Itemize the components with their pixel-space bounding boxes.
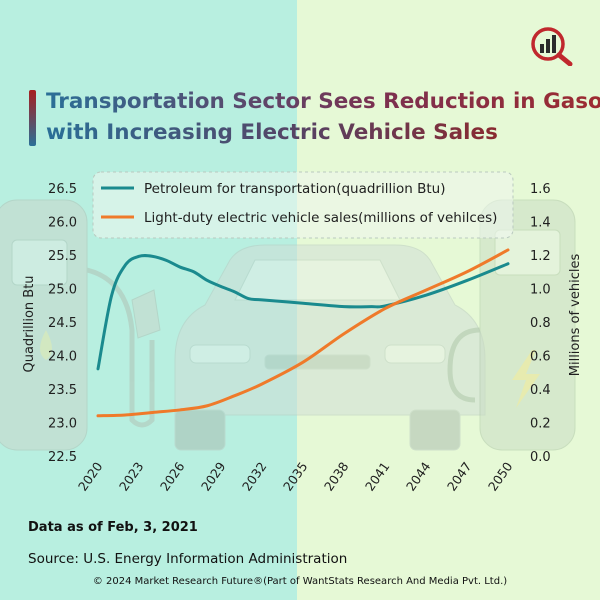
x-tick-label: 2044	[403, 459, 434, 494]
legend-label-ev-sales: Light-duty electric vehicle sales(millio…	[144, 210, 497, 226]
legend-label-petroleum: Petroleum for transportation(quadrillion…	[144, 181, 445, 197]
fuel-pump-icon	[0, 199, 161, 451]
x-tick-label: 2026	[157, 459, 188, 494]
source-note: Source: U.S. Energy Information Administ…	[28, 551, 348, 567]
y-right-tick-label: 0.6	[530, 350, 551, 365]
y-left-tick-label: 26.0	[48, 216, 77, 231]
title-accent-bar	[29, 90, 36, 146]
y-left-tick-label: 26.5	[48, 182, 77, 197]
series-line-petroleum	[96, 254, 510, 371]
y-right-tick-label: 0.2	[530, 417, 551, 432]
data-date-note: Data as of Feb, 3, 2021	[28, 520, 198, 535]
y-right-tick-label: 1.2	[530, 249, 551, 264]
x-tick-label: 2038	[321, 459, 352, 494]
x-tick-label: 2020	[75, 459, 106, 494]
y-left-tick-label: 24.5	[48, 316, 77, 331]
y-left-tick-label: 23.0	[48, 417, 77, 432]
x-tick-label: 2029	[198, 459, 229, 494]
y-right-tick-label: 1.6	[530, 182, 551, 197]
chart-title-line-1: Transportation Sector Sees Reduction in …	[46, 89, 600, 114]
x-tick-label: 2047	[444, 459, 475, 494]
y-right-tick-label: 0.0	[530, 450, 551, 465]
x-tick-label: 2032	[239, 459, 270, 494]
x-tick-label: 2023	[116, 459, 147, 494]
ev-charger-icon	[447, 199, 576, 451]
chart-title-line-2: with Increasing Electric Vehicle Sales	[46, 120, 498, 145]
y-left-tick-label: 25.5	[48, 249, 77, 264]
y-left-tick-label: 24.0	[48, 350, 77, 365]
y-right-tick-label: 1.4	[530, 216, 551, 231]
y-right-tick-label: 1.0	[530, 283, 551, 298]
x-tick-label: 2050	[485, 459, 516, 494]
x-tick-label: 2041	[362, 459, 393, 494]
series-line-ev-sales	[96, 248, 510, 418]
y-axis-right-label: Millions of vehicles	[568, 254, 583, 377]
x-tick-label: 2035	[280, 459, 311, 494]
y-axis-left-label: Quadrillion Btu	[22, 275, 37, 372]
analytics-logo-icon	[531, 27, 573, 66]
legend: Petroleum for transportation(quadrillion…	[92, 171, 514, 239]
car-icon	[174, 244, 486, 451]
y-right-tick-label: 0.4	[530, 383, 551, 398]
copyright-note: © 2024 Market Research Future®(Part of W…	[92, 576, 508, 587]
y-left-tick-label: 25.0	[48, 283, 77, 298]
y-left-tick-label: 23.5	[48, 383, 77, 398]
y-right-tick-label: 0.8	[530, 316, 551, 331]
y-left-tick-label: 22.5	[48, 450, 77, 465]
